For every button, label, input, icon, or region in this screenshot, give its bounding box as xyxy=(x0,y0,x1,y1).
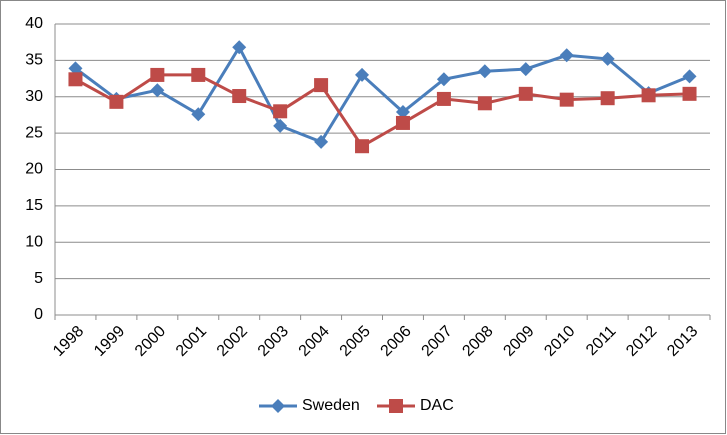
marker xyxy=(389,399,403,413)
marker xyxy=(191,67,206,82)
marker xyxy=(355,67,370,82)
y-tick-label: 5 xyxy=(34,270,43,287)
y-tick-label: 25 xyxy=(25,124,43,141)
y-tick-label: 15 xyxy=(25,197,43,214)
marker xyxy=(641,88,656,103)
marker xyxy=(150,67,165,82)
legend-label: Sweden xyxy=(302,397,360,414)
marker xyxy=(518,62,533,77)
marker xyxy=(477,96,492,111)
y-tick-label: 35 xyxy=(25,52,43,69)
marker xyxy=(518,86,533,101)
series-line xyxy=(74,44,691,144)
marker xyxy=(109,94,124,109)
marker xyxy=(395,105,410,120)
marker xyxy=(271,399,285,413)
marker xyxy=(559,48,574,63)
marker xyxy=(232,40,247,55)
y-tick-label: 40 xyxy=(25,15,43,32)
marker xyxy=(314,78,329,93)
marker xyxy=(600,91,615,106)
marker xyxy=(436,91,451,106)
marker xyxy=(436,72,451,87)
marker xyxy=(191,107,206,122)
marker xyxy=(395,115,410,130)
marker xyxy=(150,83,165,98)
marker xyxy=(232,89,247,104)
marker xyxy=(273,104,288,119)
legend-label: DAC xyxy=(420,397,454,414)
marker xyxy=(477,64,492,79)
marker xyxy=(68,61,83,76)
series-line xyxy=(74,73,690,149)
marker xyxy=(355,139,370,154)
marker xyxy=(559,92,574,107)
y-tick-label: 10 xyxy=(25,233,43,250)
y-tick-label: 0 xyxy=(34,306,43,323)
y-tick-label: 30 xyxy=(25,88,43,105)
marker xyxy=(600,51,615,66)
marker xyxy=(314,134,329,149)
marker xyxy=(68,72,83,87)
marker xyxy=(273,118,288,133)
marker xyxy=(682,69,697,84)
y-tick-label: 20 xyxy=(25,161,43,178)
marker xyxy=(682,86,697,101)
